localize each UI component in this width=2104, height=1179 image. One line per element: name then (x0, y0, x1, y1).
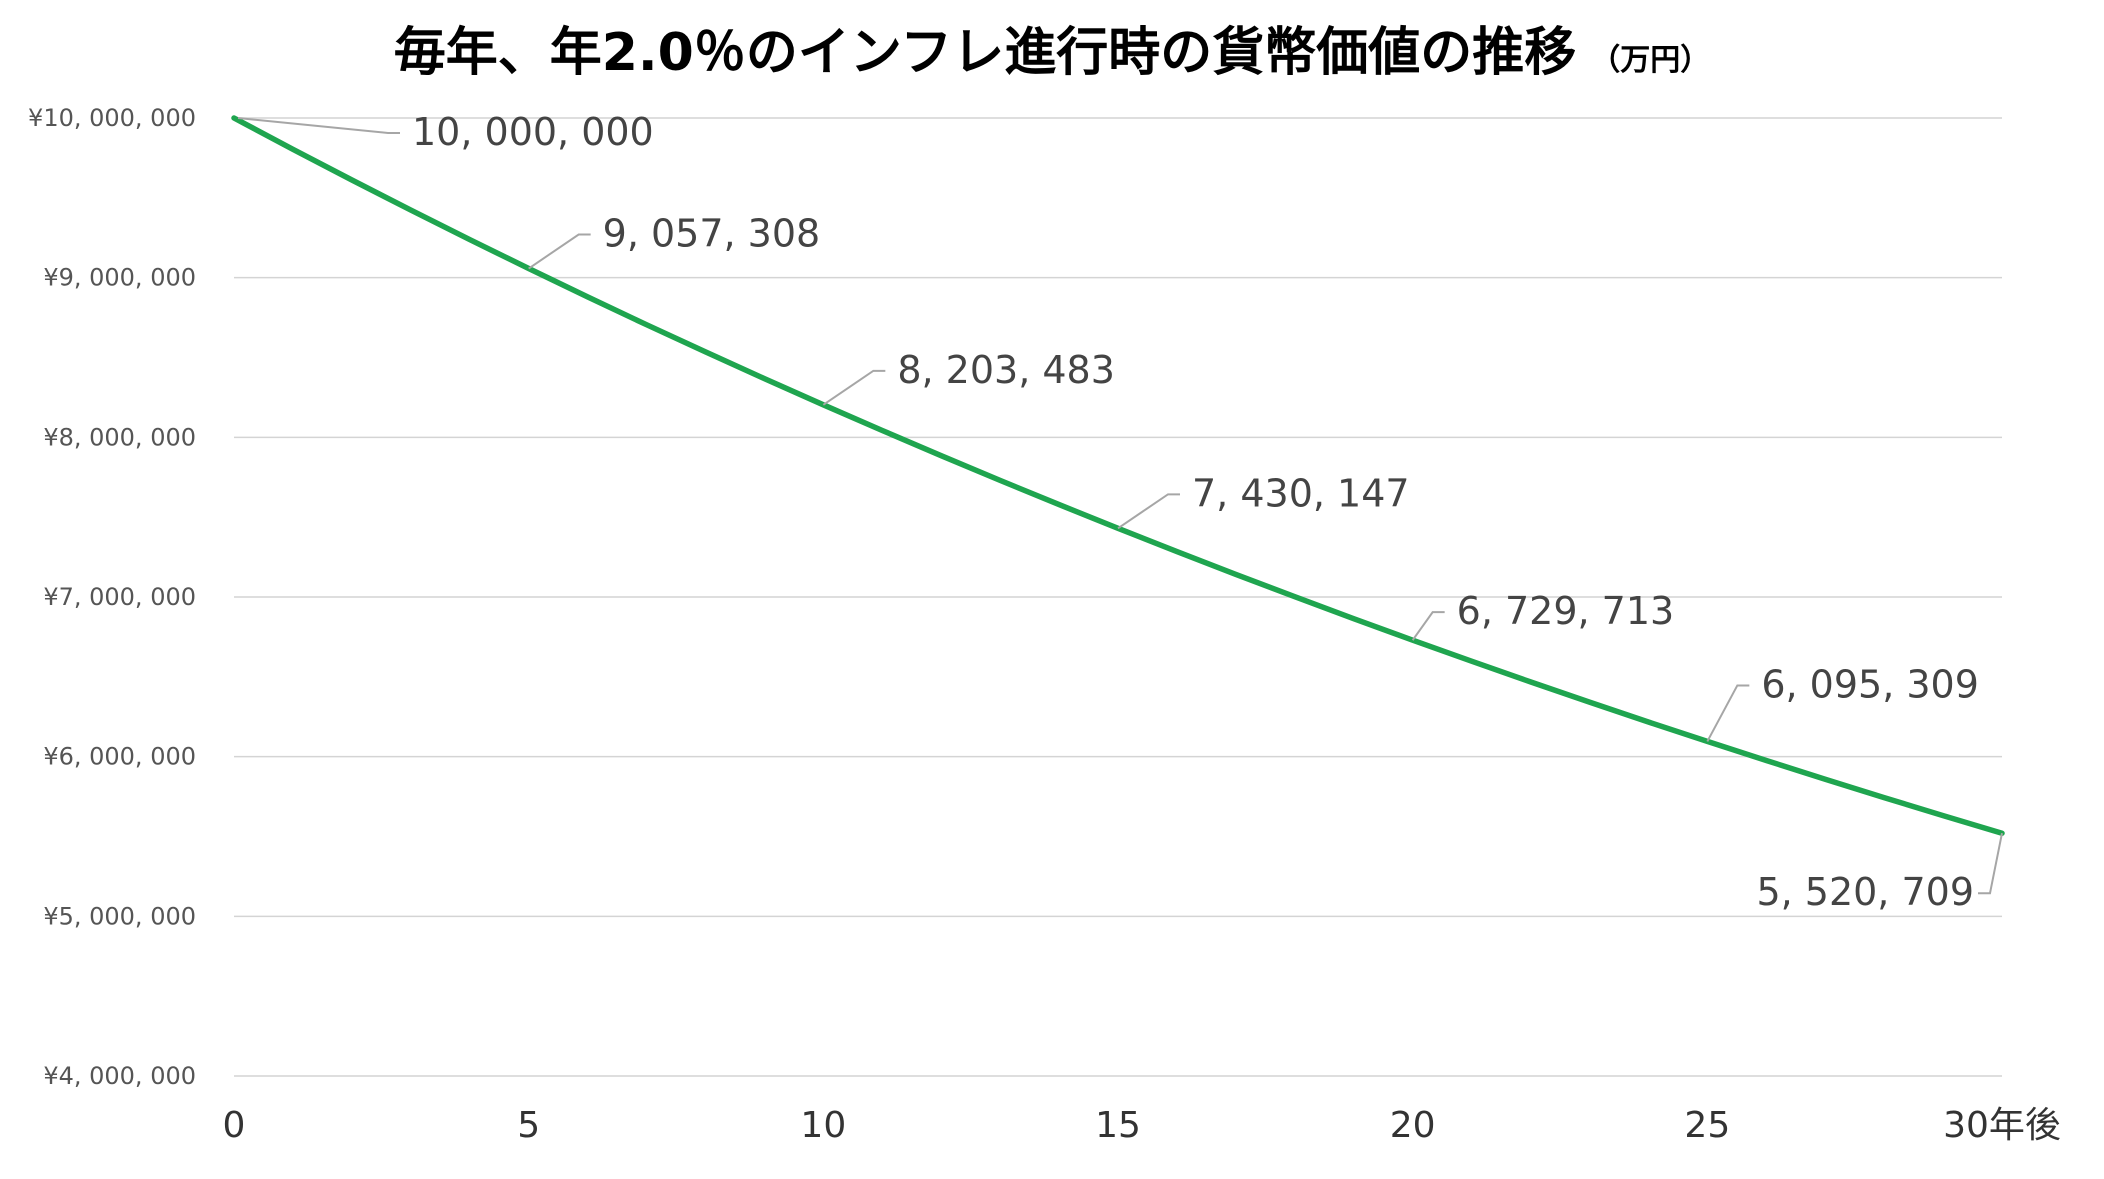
y-tick-label: ¥5, 000, 000 (43, 902, 196, 930)
data-label-leader (1411, 611, 1445, 641)
data-label: 8, 203, 483 (897, 348, 1115, 392)
y-tick-label: ¥8, 000, 000 (43, 423, 196, 451)
y-tick-label: ¥6, 000, 000 (43, 743, 196, 771)
data-label-leader (822, 369, 886, 406)
data-label-leader (1117, 493, 1180, 530)
data-label-leader (1978, 832, 2003, 895)
x-tick-label: 25 (1684, 1105, 1730, 1146)
data-label-leader (528, 233, 591, 270)
data-label: 6, 729, 713 (1457, 589, 1675, 633)
x-tick-label: 20 (1390, 1105, 1436, 1146)
y-tick-label: ¥9, 000, 000 (43, 264, 196, 292)
data-label: 10, 000, 000 (412, 110, 654, 154)
chart-title: 毎年、年2.0％のインフレ進行時の貨幣価値の推移 (393, 23, 1577, 83)
series-line (231, 115, 2005, 836)
data-label: 5, 520, 709 (1756, 870, 1974, 914)
data-label: 9, 057, 308 (603, 212, 821, 256)
data-label: 7, 430, 147 (1192, 471, 1410, 515)
y-tick-label: ¥10, 000, 000 (28, 104, 196, 132)
data-label-leader (1706, 684, 1750, 742)
y-tick-label: ¥4, 000, 000 (43, 1062, 196, 1090)
chart-unit-label: （万円） (1590, 43, 1711, 78)
data-label-leader (237, 117, 400, 134)
x-tick-label: 15 (1095, 1105, 1141, 1146)
x-tick-label: 30年後 (1943, 1105, 2061, 1146)
chart-title-block: 毎年、年2.0％のインフレ進行時の貨幣価値の推移 （万円） (0, 10, 2104, 85)
data-label: 6, 095, 309 (1761, 662, 1979, 706)
x-tick-label: 5 (517, 1105, 540, 1146)
x-tick-label: 10 (800, 1105, 846, 1146)
y-tick-label: ¥7, 000, 000 (43, 583, 196, 611)
x-tick-label: 0 (223, 1105, 246, 1146)
